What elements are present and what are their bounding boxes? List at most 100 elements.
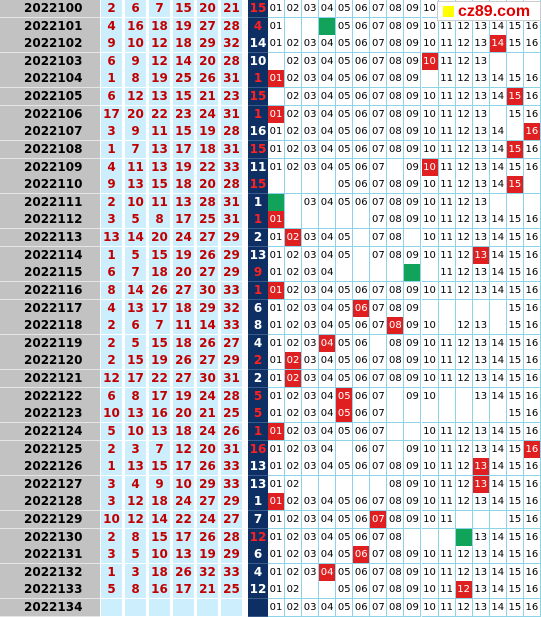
distribution-cell: 06 (353, 123, 371, 142)
blue-ball-number: 1 (248, 211, 268, 230)
table-row: 2022121 12 17 22 27 30 31 2 01 02 03 04 05 06 07 08 09 10… (0, 370, 541, 389)
blue-ball-number: 1 (248, 493, 268, 512)
distribution-cell: 07 (370, 158, 388, 177)
distribution-cell: 01 (268, 370, 285, 389)
distribution-cell: 03 (302, 35, 320, 54)
issue-number: 2022103 (0, 52, 100, 71)
distribution-cell: 10 (421, 105, 439, 124)
distribution-cell: 02 (285, 140, 303, 159)
red-ball-number: 24 (173, 493, 195, 512)
distribution-cell: 16 (523, 70, 541, 89)
distribution-cell: 13 (472, 281, 490, 300)
distribution-cell: 09 (404, 0, 422, 18)
hit-cell: 10 (421, 158, 439, 177)
distribution-cell: 06 (353, 387, 371, 406)
red-ball-number: 18 (173, 422, 195, 441)
distribution-cell: 15 (506, 17, 524, 36)
empty-cell (438, 405, 456, 424)
empty-cell (506, 193, 524, 212)
distribution-cell: 09 (404, 211, 422, 230)
red-ball-number: 6 (125, 317, 147, 336)
red-ball-number: 15 (125, 352, 147, 371)
distribution-cell: 09 (404, 352, 422, 371)
distribution-cell: 13 (472, 193, 490, 212)
distribution-cell: 09 (404, 52, 422, 71)
empty-cell (523, 176, 541, 195)
red-ball-number: 3 (101, 475, 123, 494)
red-ball-number: 7 (149, 440, 171, 459)
red-ball-number: 17 (173, 211, 195, 230)
distribution-cell: 11 (438, 140, 456, 159)
red-ball-number: 5 (125, 546, 147, 565)
distribution-cell: 16 (523, 475, 541, 494)
distribution-cell: 07 (370, 70, 388, 89)
distribution-cell: 04 (319, 123, 337, 142)
empty-cell (387, 387, 405, 406)
distribution-cell: 05 (336, 140, 354, 159)
distribution-cell: 12 (455, 70, 473, 89)
distribution-cell: 01 (268, 0, 285, 18)
hit-cell: 06 (353, 299, 371, 318)
table-row: 2022127 3 4 9 10 29 33 13 01 02 08 09 10 11 12 13 14 15 16 (0, 475, 541, 494)
table-row: 2022111 2 10 11 13 28 31 1 03 04 05 06 07 08 09 10 11 12 1… (0, 193, 541, 212)
red-ball-number: 18 (149, 264, 171, 283)
distribution-cell: 13 (472, 370, 490, 389)
distribution-cell: 03 (302, 246, 320, 265)
table-row: 2022125 2 3 7 12 20 31 16 01 02 03 04 06 07 09 10 11 12 13… (0, 440, 541, 459)
red-ball-number: 3 (101, 123, 123, 142)
red-ball-number: 28 (221, 123, 243, 142)
red-ball-number: 26 (221, 422, 243, 441)
blue-ball-number: 1 (248, 193, 268, 212)
distribution-cell: 16 (523, 140, 541, 159)
distribution-cell: 04 (319, 422, 337, 441)
hit-cell: 13 (472, 458, 490, 477)
red-ball-number: 2 (101, 528, 123, 547)
table-row: 2022117 4 13 17 18 29 32 6 01 02 03 04 05 06 07 08 09 15 1… (0, 299, 541, 318)
distribution-cell: 02 (285, 563, 303, 582)
distribution-cell: 02 (285, 35, 303, 54)
green-marker-cell (404, 264, 422, 283)
red-ball-number: 21 (197, 581, 219, 600)
red-ball-number: 22 (173, 510, 195, 529)
red-ball-number: 11 (149, 193, 171, 212)
table-row: 2022118 2 6 7 11 14 33 8 01 02 03 04 05 06 07 08 09 10 12 1… (0, 317, 541, 336)
distribution-cell: 04 (319, 158, 337, 177)
red-ball-number: 13 (149, 88, 171, 107)
red-ball-number (125, 599, 147, 617)
distribution-cell: 08 (387, 458, 405, 477)
distribution-cell: 15 (506, 405, 524, 424)
empty-cell (421, 528, 439, 547)
distribution-cell: 11 (438, 246, 456, 265)
distribution-cell: 08 (387, 510, 405, 529)
blue-ball-number: 14 (248, 35, 268, 54)
distribution-cell: 02 (285, 546, 303, 565)
blue-ball-number: 2 (248, 229, 268, 248)
red-ball-number: 7 (125, 140, 147, 159)
distribution-cell: 08 (387, 352, 405, 371)
red-ball-number: 18 (197, 140, 219, 159)
empty-cell (489, 299, 507, 318)
red-ball-number: 3 (101, 493, 123, 512)
distribution-cell: 05 (336, 493, 354, 512)
distribution-cell: 10 (421, 510, 439, 529)
distribution-cell: 04 (319, 246, 337, 265)
distribution-cell: 11 (438, 229, 456, 248)
distribution-cell: 02 (285, 599, 303, 617)
empty-cell (455, 299, 473, 318)
distribution-cell: 06 (353, 193, 371, 212)
distribution-cell: 04 (319, 528, 337, 547)
red-ball-number: 2 (101, 317, 123, 336)
hit-cell: 06 (353, 546, 371, 565)
distribution-cell: 16 (523, 211, 541, 230)
distribution-cell: 10 (421, 387, 439, 406)
issue-number: 2022101 (0, 17, 100, 36)
red-ball-number: 11 (149, 123, 171, 142)
distribution-cell: 07 (370, 229, 388, 248)
distribution-cell: 06 (353, 440, 371, 459)
distribution-cell: 06 (353, 528, 371, 547)
red-ball-number: 27 (221, 510, 243, 529)
distribution-cell: 13 (472, 563, 490, 582)
distribution-cell: 12 (455, 123, 473, 142)
distribution-cell: 12 (455, 317, 473, 336)
distribution-cell: 03 (302, 563, 320, 582)
